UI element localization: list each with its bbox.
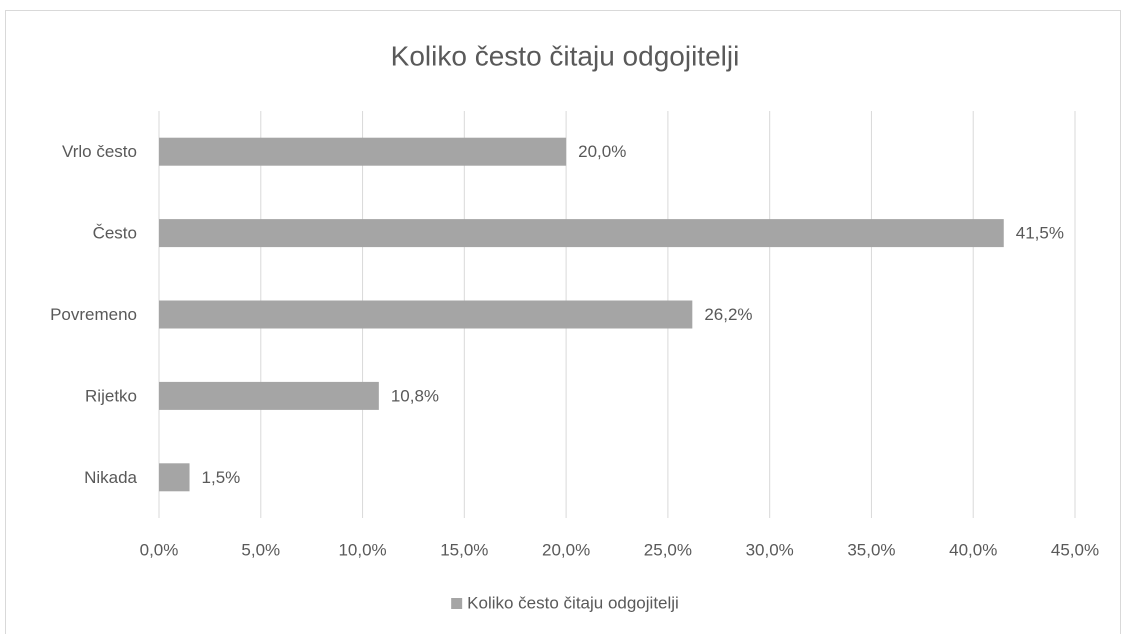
data-label: 10,8% bbox=[391, 386, 439, 405]
x-tick-label: 30,0% bbox=[746, 540, 794, 559]
x-tick-label: 20,0% bbox=[542, 540, 590, 559]
x-tick-label: 15,0% bbox=[440, 540, 488, 559]
data-label: 1,5% bbox=[202, 468, 241, 487]
x-tick-label: 25,0% bbox=[644, 540, 692, 559]
bar bbox=[159, 381, 379, 410]
bar bbox=[159, 137, 567, 166]
bar bbox=[159, 300, 693, 329]
legend-swatch bbox=[451, 598, 463, 609]
x-tick-label: 40,0% bbox=[949, 540, 997, 559]
y-tick-label: Rijetko bbox=[85, 386, 137, 405]
x-tick-label: 10,0% bbox=[338, 540, 386, 559]
y-tick-label: Nikada bbox=[84, 468, 137, 487]
y-tick-label: Često bbox=[93, 224, 137, 243]
x-tick-label: 45,0% bbox=[1051, 540, 1099, 559]
chart-title: Koliko često čitaju odgojitelji bbox=[391, 40, 740, 71]
data-label: 26,2% bbox=[704, 305, 752, 324]
bar bbox=[159, 219, 1004, 248]
data-label: 20,0% bbox=[578, 142, 626, 161]
x-tick-label: 0,0% bbox=[140, 540, 179, 559]
data-label: 41,5% bbox=[1016, 224, 1064, 243]
bar bbox=[159, 463, 190, 492]
x-tick-label: 35,0% bbox=[847, 540, 895, 559]
y-tick-label: Vrlo često bbox=[62, 142, 137, 161]
x-tick-label: 5,0% bbox=[241, 540, 280, 559]
y-tick-label: Povremeno bbox=[50, 305, 137, 324]
legend-label: Koliko često čitaju odgojitelji bbox=[467, 593, 679, 612]
